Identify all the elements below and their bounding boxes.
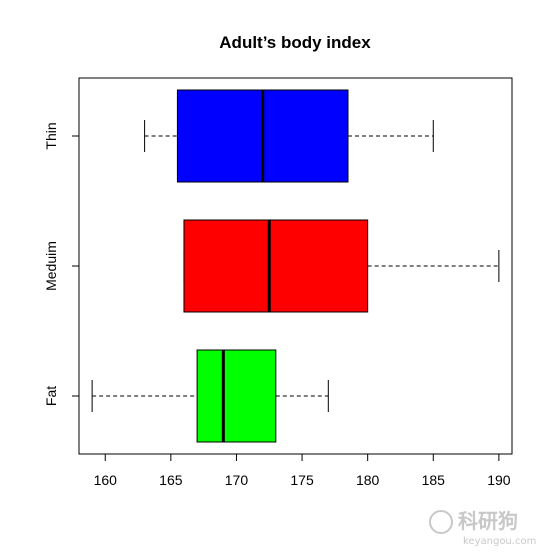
box-body-meduim (183, 219, 369, 313)
x-tick-label-165: 165 (159, 472, 183, 488)
x-tick-label-160: 160 (94, 472, 118, 488)
x-tick-label-190: 190 (487, 472, 511, 488)
chart-title: Adult’s body index (219, 33, 371, 52)
y-axis: Fat Meduim Thin (43, 122, 79, 406)
x-tick-label-185: 185 (422, 472, 446, 488)
box-fat (91, 349, 329, 443)
boxplot-series (91, 89, 500, 443)
y-tick-label-fat: Fat (43, 386, 59, 406)
x-tick-label-175: 175 (290, 472, 314, 488)
watermark-text: 科研狗 (458, 509, 518, 533)
y-tick-label-meduim: Meduim (43, 241, 59, 291)
box-meduim (183, 219, 500, 313)
box-thin (144, 89, 434, 183)
y-tick-label-thin: Thin (43, 122, 59, 149)
x-axis: 160 165 170 175 180 185 190 (94, 453, 511, 488)
watermark-url: keyangou.com (463, 536, 536, 547)
watermark: 科研狗 keyangou.com (429, 509, 536, 547)
box-body-fat (196, 349, 277, 443)
x-tick-label-180: 180 (356, 472, 380, 488)
x-tick-label-170: 170 (225, 472, 249, 488)
watermark-logo-icon (429, 510, 453, 534)
